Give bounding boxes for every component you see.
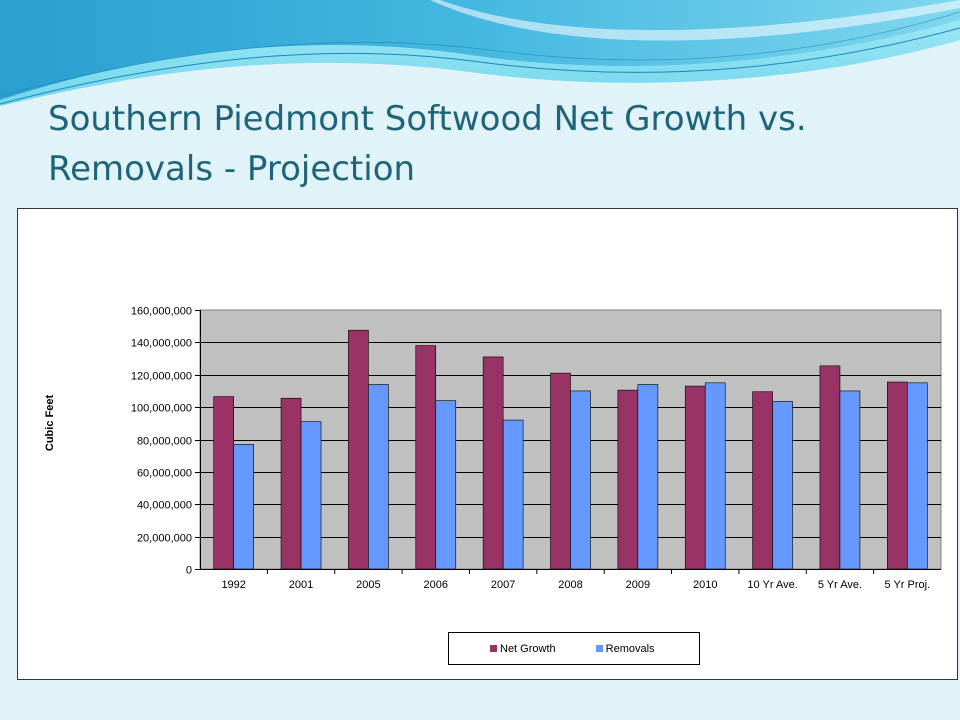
x-tick-label: 2010 [693,579,717,591]
y-tick-label: 140,000,000 [131,338,192,350]
x-tick-label: 2009 [626,579,650,591]
y-tick-label: 0 [186,565,192,577]
legend-swatch-net-growth [490,645,497,652]
x-tick-label: 2001 [289,579,313,591]
x-tick-labels: 1992 2001 2005 2006 2007 2008 2009 2010 10 Yr Av… [221,579,930,591]
slide-title: Southern Piedmont Softwood Net Growth vs… [48,99,807,189]
y-tick-labels: 0 20,000,000 40,000,000 60,000,000 80,000,00… [131,306,192,577]
bar-removals [368,384,389,570]
legend-swatch-removals [595,645,603,652]
y-tick-label: 100,000,000 [131,403,192,415]
bar-removals [839,390,861,570]
bar-removals [637,384,659,570]
x-tick-label: 2007 [491,579,515,591]
axes [195,310,941,574]
bar-net-growth [819,365,841,570]
bar-net-growth [550,372,571,570]
bars [213,329,928,570]
bar-net-growth [280,397,302,570]
x-tick-label: 5 Yr Ave. [818,579,862,591]
chart-legend: Net Growth Removals [448,632,700,665]
bar-removals [570,390,591,570]
bar-net-growth [752,391,773,570]
legend-item-net-growth: Net Growth [490,643,556,655]
decorative-wave-header [0,0,960,106]
bar-net-growth [617,389,639,570]
bar-net-growth [348,329,369,570]
bar-net-growth [684,385,706,570]
bar-net-growth [415,345,437,570]
y-axis-title: Cubic Feet [44,395,56,452]
bar-removals [907,382,928,570]
legend-item-removals: Removals [595,642,655,655]
y-tick-label: 60,000,000 [137,468,192,480]
legend-label-net-growth: Net Growth [500,642,556,655]
bar-net-growth [482,356,504,570]
bar-removals [704,382,726,570]
y-tick-label: 120,000,000 [131,371,192,383]
y-tick-label: 40,000,000 [137,500,192,512]
bar-net-growth [887,381,908,570]
x-tick-label: 5 Yr Proj. [884,579,930,591]
y-tick-label: 80,000,000 [137,436,192,448]
bar-removals [300,421,322,570]
legend-label-removals: Removals [605,642,655,655]
chart-frame: 0 20,000,000 40,000,000 60,000,000 80,000,00… [17,208,958,680]
x-tick-label: 2006 [424,579,448,591]
bar-removals [435,400,457,570]
x-tick-label: 2005 [356,579,380,591]
x-tick-label: 1992 [221,579,245,591]
bar-removals [772,401,793,570]
bar-removals [502,419,524,570]
y-tick-label: 160,000,000 [131,306,192,318]
bar-net-growth [213,396,234,570]
bar-removals [233,444,254,570]
x-tick-label: 10 Yr Ave. [747,579,797,591]
y-tick-label: 20,000,000 [137,533,192,545]
bar-chart: 0 20,000,000 40,000,000 60,000,000 80,000,00… [44,306,942,591]
x-tick-label: 2008 [558,579,582,591]
